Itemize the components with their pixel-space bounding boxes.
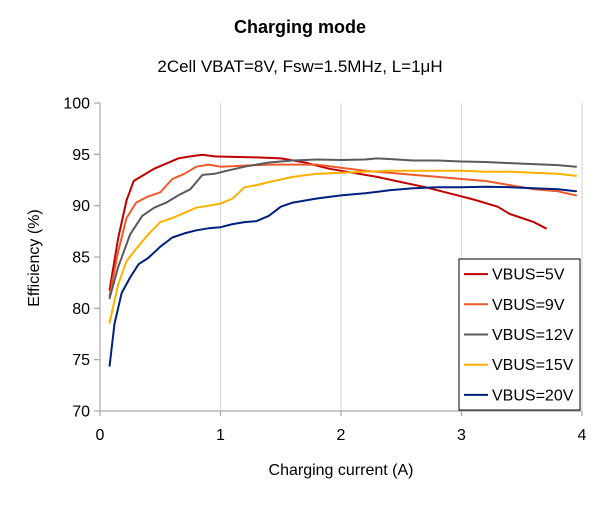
x-tick-label: 2 <box>337 427 346 444</box>
series-line-vbus-20v <box>108 185 577 367</box>
y-tick-label: 80 <box>72 301 90 318</box>
chart-subtitle: 2Cell VBAT=8V, Fsw=1.5MHz, L=1μH <box>157 57 442 76</box>
x-tick-label: 4 <box>578 427 587 444</box>
y-tick-label: 100 <box>63 96 90 113</box>
y-axis-label: Efficiency (%) <box>26 209 43 307</box>
series-line-vbus-12v <box>108 157 577 300</box>
y-tick-label: 95 <box>72 147 90 164</box>
x-tick-label: 0 <box>96 427 105 444</box>
legend-label: VBUS=20V <box>492 387 574 404</box>
y-tick-label: 85 <box>72 250 90 267</box>
y-tick-label: 90 <box>72 198 90 215</box>
chart-title: Charging mode <box>234 17 366 37</box>
tick-labels: 70 75 80 85 90 95 100 0 1 2 3 4 <box>63 96 586 445</box>
legend-label: VBUS=12V <box>492 327 574 344</box>
legend: VBUS=5V VBUS=9V VBUS=12V VBUS=15V VBUS=20V <box>458 258 581 411</box>
x-tick-label: 1 <box>216 427 225 444</box>
series-line-vbus-15v <box>108 169 577 324</box>
axes <box>94 102 583 416</box>
legend-label: VBUS=15V <box>492 357 574 374</box>
series-line-vbus-9v <box>108 163 577 297</box>
y-tick-label: 75 <box>72 352 90 369</box>
legend-label: VBUS=5V <box>492 267 565 284</box>
legend-label: VBUS=9V <box>492 297 565 314</box>
grid-lines <box>219 103 583 411</box>
series-line-vbus-5v <box>108 153 547 291</box>
series-lines <box>108 153 577 367</box>
y-tick-label: 70 <box>72 404 90 421</box>
x-axis-label: Charging current (A) <box>269 462 414 479</box>
x-tick-label: 3 <box>457 427 466 444</box>
